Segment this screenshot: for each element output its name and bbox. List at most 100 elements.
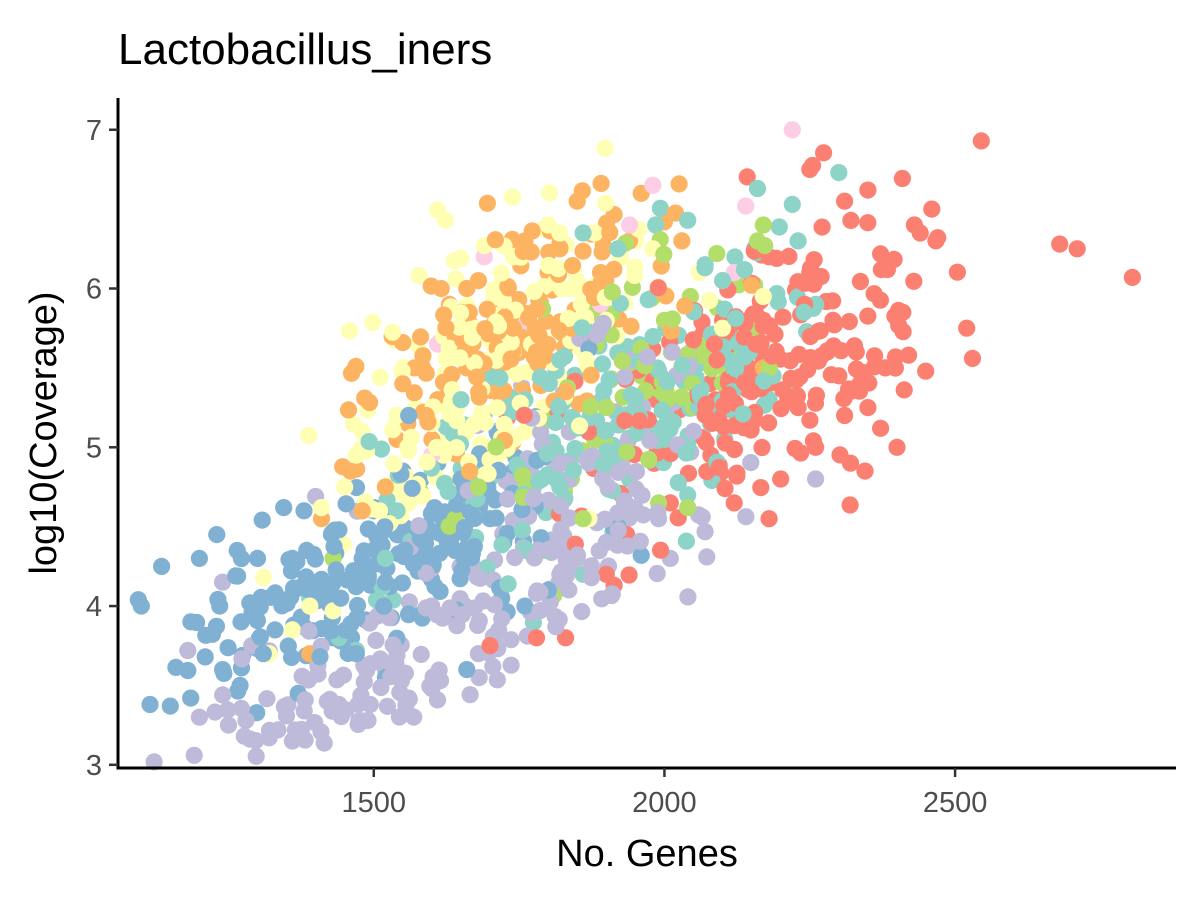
scatter-point <box>428 691 447 709</box>
scatter-point <box>190 549 208 568</box>
scatter-point <box>282 562 300 580</box>
scatter-point <box>506 548 524 567</box>
x-axis-title: No. Genes <box>556 833 738 875</box>
scatter-point <box>493 536 511 554</box>
scatter-point <box>297 568 315 586</box>
scatter-point <box>167 658 185 677</box>
scatter-point <box>296 691 314 709</box>
chart-title: Lactobacillus_iners <box>118 25 492 74</box>
scatter-point <box>726 248 744 266</box>
scatter-point <box>503 188 522 206</box>
scatter-point <box>182 613 200 631</box>
scatter-point <box>481 637 499 655</box>
scatter-point <box>669 474 687 492</box>
y-axis-ticks: 3 4 5 6 7 <box>86 115 118 782</box>
scatter-point <box>549 260 567 278</box>
scatter-point <box>384 636 402 654</box>
scatter-point <box>197 626 215 644</box>
scatter-point <box>243 603 261 622</box>
scatter-point <box>318 692 336 710</box>
scatter-point <box>185 746 203 764</box>
scatter-point <box>527 629 546 647</box>
scatter-point <box>532 423 550 441</box>
scatter-point <box>774 381 792 399</box>
scatter-point <box>572 295 590 313</box>
scatter-point <box>787 371 806 389</box>
scatter-point <box>684 331 703 349</box>
scatter-point <box>531 368 550 386</box>
scatter-point <box>630 412 649 430</box>
scatter-point <box>337 495 355 513</box>
scatter-point <box>428 438 446 457</box>
scatter-point <box>573 603 591 621</box>
scatter-point <box>233 650 251 668</box>
scatter-point <box>529 355 547 373</box>
scatter-point <box>360 433 378 451</box>
scatter-point <box>697 433 715 451</box>
scatter-point <box>842 211 860 229</box>
scatter-point <box>327 561 345 579</box>
scatter-point <box>478 300 496 318</box>
scatter-point <box>859 181 877 199</box>
scatter-point <box>801 349 820 367</box>
scatter-point <box>470 388 488 406</box>
scatter-point <box>277 707 296 725</box>
scatter-point <box>851 272 870 291</box>
scatter-point <box>696 523 714 541</box>
scatter-point <box>439 482 457 501</box>
scatter-point <box>738 168 756 186</box>
scatter-point <box>522 243 540 261</box>
scatter-point <box>551 240 569 258</box>
scatter-point <box>958 319 976 337</box>
scatter-point <box>796 274 814 292</box>
scatter-point <box>1068 240 1086 258</box>
scatter-point <box>807 470 825 488</box>
scatter-point <box>577 351 595 369</box>
scatter-point <box>410 266 428 285</box>
scatter-point <box>342 364 361 382</box>
scatter-point <box>640 450 658 469</box>
scatter-point <box>754 216 772 234</box>
scatter-point <box>338 571 356 589</box>
y-tick-label: 7 <box>86 115 102 147</box>
scatter-point <box>824 311 842 329</box>
scatter-point <box>893 169 912 188</box>
scatter-point <box>348 460 366 478</box>
scatter-point <box>582 569 601 587</box>
scatter-point <box>672 388 691 406</box>
scatter-point <box>596 510 614 528</box>
scatter-point <box>469 616 487 635</box>
scatter-point <box>424 668 442 686</box>
scatter-point <box>845 337 864 355</box>
scatter-point <box>490 621 508 639</box>
scatter-point <box>476 414 494 432</box>
scatter-point <box>463 329 481 347</box>
scatter-point <box>395 547 413 566</box>
scatter-point <box>801 328 819 346</box>
scatter-point <box>894 303 912 321</box>
scatter-point <box>547 413 565 431</box>
scatter-point <box>972 132 990 150</box>
scatter-point <box>485 596 504 614</box>
scatter-point <box>963 349 982 367</box>
scatter-point <box>278 594 296 612</box>
scatter-point <box>231 676 249 695</box>
scatter-point <box>372 440 390 458</box>
scatter-point <box>616 368 634 386</box>
scatter-point <box>403 479 421 497</box>
scatter-point <box>566 440 584 458</box>
scatter-point <box>361 393 379 412</box>
scatter-point <box>603 585 621 603</box>
scatter-point <box>470 669 488 687</box>
scatter-point <box>375 597 393 615</box>
scatter-point <box>725 417 744 435</box>
scatter-point <box>561 557 579 575</box>
scatter-point <box>596 422 614 440</box>
scatter-point <box>358 661 376 680</box>
scatter-point <box>714 319 732 337</box>
scatter-point <box>502 656 520 674</box>
scatter-point <box>756 237 774 255</box>
scatter-point <box>795 303 813 321</box>
scatter-point <box>254 568 272 587</box>
scatter-point <box>865 285 883 303</box>
